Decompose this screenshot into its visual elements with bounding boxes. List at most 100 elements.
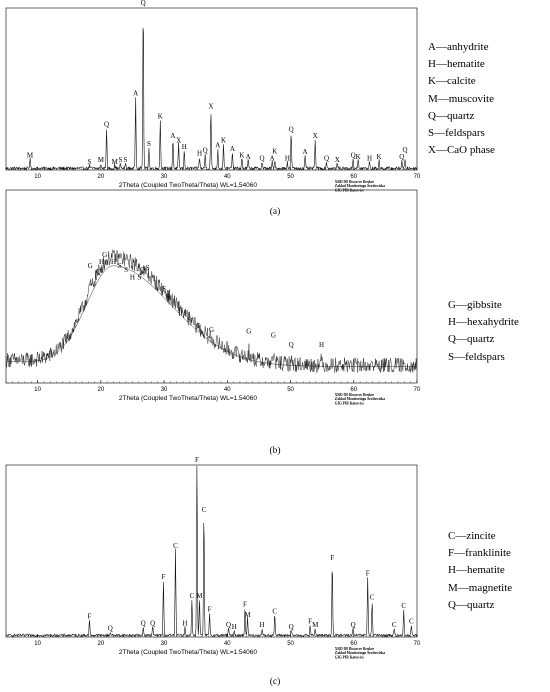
peak-label: G bbox=[246, 328, 251, 336]
legend-entry: H—hexahydrite bbox=[448, 316, 519, 329]
peak-label: S bbox=[166, 293, 170, 301]
x-tick-label: 70 bbox=[414, 174, 421, 180]
peak-label: H bbox=[232, 623, 237, 631]
peak-label: G bbox=[102, 251, 107, 259]
xrd-panel-a: 10 20 30 40 50 60 70 2Theta (Coupled TwoTheta/T… bbox=[5, 0, 421, 217]
panel-label: (b) bbox=[269, 445, 280, 456]
x-axis-label: 2Theta (Coupled TwoTheta/Theta) WL=1.540… bbox=[119, 649, 257, 656]
peak-label: K bbox=[377, 153, 382, 161]
peak-label: Q bbox=[141, 619, 146, 627]
x-tick-label: 40 bbox=[224, 641, 231, 647]
x-tick-label: 10 bbox=[34, 174, 41, 180]
peak-label: X bbox=[335, 156, 340, 164]
peak-label: F bbox=[243, 600, 247, 608]
peak-label: K bbox=[272, 148, 277, 156]
xrd-panel-b: 10 20 30 40 50 60 70 2Theta (Coupled TwoTheta/T… bbox=[5, 189, 421, 456]
x-tick-label: 30 bbox=[161, 387, 168, 393]
peak-label: Q bbox=[96, 268, 101, 276]
diffraction-pattern bbox=[5, 465, 418, 637]
instrument-note: Zakład Monitoringu Środowiska bbox=[335, 183, 385, 188]
peak-label: K bbox=[221, 137, 226, 145]
x-tick-label: 50 bbox=[287, 641, 294, 647]
x-tick-label: 60 bbox=[350, 641, 357, 647]
peak-label: A bbox=[303, 148, 308, 156]
legend-entry: Q—quartz bbox=[448, 598, 495, 611]
x-tick-label: 20 bbox=[98, 641, 105, 647]
legend-entry: Q—quartz bbox=[428, 109, 475, 122]
peak-label: M bbox=[27, 151, 34, 159]
x-tick-label: 10 bbox=[34, 641, 41, 647]
instrument-note: XRD D8 Discover Bruker bbox=[335, 647, 375, 651]
peak-label: H bbox=[111, 258, 116, 266]
peak-label: G bbox=[209, 326, 214, 334]
peak-label: S bbox=[88, 158, 92, 166]
x-tick-label: 30 bbox=[161, 174, 168, 180]
peak-label: C bbox=[370, 594, 375, 602]
peak-label: C bbox=[409, 618, 414, 626]
peak-label: Q bbox=[108, 625, 113, 633]
peak-label: Q bbox=[399, 153, 404, 161]
x-tick-label: 50 bbox=[287, 174, 294, 180]
peak-label: S bbox=[124, 266, 128, 274]
legend-entry: M—magnetite bbox=[448, 581, 513, 594]
peak-label: Q bbox=[351, 151, 356, 159]
peak-label: A bbox=[246, 153, 251, 161]
peak-label: Q bbox=[203, 146, 208, 154]
peak-label: Q bbox=[289, 623, 294, 631]
x-tick-label: 40 bbox=[224, 174, 231, 180]
peak-label: H bbox=[260, 621, 265, 629]
peak-label: K bbox=[158, 112, 163, 120]
peak-label: A bbox=[270, 155, 275, 163]
peak-label: X bbox=[208, 103, 213, 111]
x-tick-label: 20 bbox=[98, 174, 105, 180]
peak-label: C bbox=[272, 607, 277, 615]
peak-label: H bbox=[197, 150, 202, 158]
peak-label: S bbox=[137, 274, 141, 282]
peak-label: A bbox=[215, 142, 220, 150]
peak-label: K bbox=[356, 153, 361, 161]
legend-entry: G—gibbsite bbox=[448, 299, 502, 311]
x-tick-label: 50 bbox=[287, 387, 294, 393]
peak-label: F bbox=[308, 618, 312, 626]
peak-label: S bbox=[124, 156, 128, 164]
x-tick-label: 40 bbox=[224, 387, 231, 393]
peak-label: F bbox=[330, 554, 334, 562]
legend-entry: F—franklinite bbox=[448, 547, 511, 560]
peak-label: H bbox=[319, 341, 324, 349]
peak-label: C bbox=[401, 602, 406, 610]
instrument-note: GIG PIB Katowice bbox=[335, 655, 365, 659]
legend-entry: S—feldspars bbox=[428, 127, 485, 140]
plot-frame bbox=[5, 464, 418, 638]
diffraction-pattern bbox=[5, 27, 418, 171]
peak-label: X bbox=[313, 132, 318, 140]
peak-label: C bbox=[173, 542, 178, 550]
legend-entry: A—anhydrite bbox=[428, 41, 489, 53]
peak-label: M bbox=[98, 156, 105, 164]
peak-label: C bbox=[202, 506, 207, 514]
peak-label: A bbox=[170, 132, 175, 140]
peak-label: H bbox=[99, 258, 104, 266]
peak-label: Q bbox=[150, 619, 155, 627]
legend-panel-b: G—gibbsite H—hexahydrite Q—quartz S—feldspa… bbox=[448, 297, 519, 366]
peak-label: Q bbox=[289, 125, 294, 133]
instrument-note: Zakład Monitoringu Środowiska bbox=[335, 650, 385, 655]
instrument-note: GIG PIB Katowice bbox=[335, 188, 365, 192]
peak-label: X bbox=[176, 137, 181, 145]
peak-label: H bbox=[182, 619, 187, 627]
peak-label: S bbox=[147, 140, 151, 148]
peak-label: F bbox=[208, 606, 212, 614]
peak-label: Q bbox=[289, 341, 294, 349]
peak-label: F bbox=[366, 570, 370, 578]
peak-label: H bbox=[178, 306, 183, 314]
peak-label: Q bbox=[140, 266, 145, 274]
peak-label: G bbox=[88, 262, 93, 270]
plot-frame bbox=[5, 189, 418, 384]
x-tick-label: 70 bbox=[414, 641, 421, 647]
x-tick-label: 60 bbox=[350, 174, 357, 180]
panel-label: (c) bbox=[270, 676, 281, 687]
peak-label: G bbox=[196, 322, 201, 330]
plot-frame bbox=[5, 7, 418, 171]
x-axis-label: 2Theta (Coupled TwoTheta/Theta) WL=1.540… bbox=[119, 395, 257, 402]
legend-entry: C—zincite bbox=[448, 530, 496, 542]
x-axis-label: 2Theta (Coupled TwoTheta/Theta) WL=1,540… bbox=[119, 182, 257, 189]
